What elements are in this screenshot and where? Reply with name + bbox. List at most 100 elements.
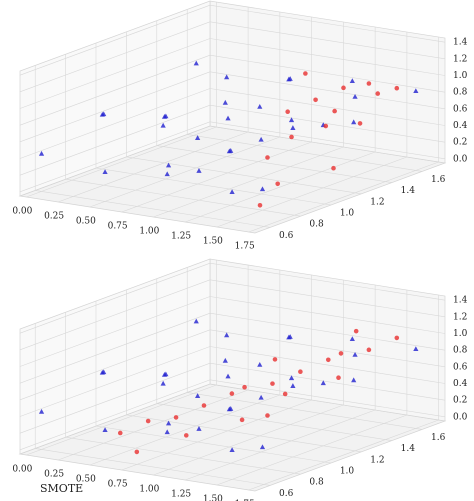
z-tick-label: 0.2 — [453, 396, 467, 406]
y-tick-label: 1.6 — [431, 433, 446, 443]
point — [195, 393, 201, 398]
grid-line — [153, 404, 344, 476]
grid-line — [209, 4, 446, 43]
point — [265, 413, 270, 418]
grid-line — [209, 121, 446, 160]
x-tick-label: 1.50 — [203, 495, 223, 501]
point — [257, 103, 263, 109]
grid-line — [209, 21, 446, 60]
grid-line — [89, 394, 280, 466]
y-tick-label: 1.0 — [340, 209, 355, 219]
point — [287, 334, 293, 339]
point — [290, 383, 296, 388]
grid-line — [121, 141, 312, 213]
x-tick-label: 1.25 — [171, 490, 191, 500]
point — [413, 346, 419, 352]
point — [160, 122, 166, 128]
point — [225, 373, 231, 379]
point — [259, 444, 266, 450]
point — [195, 135, 201, 140]
x-tick-label: 0.00 — [12, 207, 32, 217]
grid-line — [35, 448, 271, 486]
point — [394, 85, 400, 91]
point — [183, 433, 189, 438]
grid-line — [126, 156, 362, 195]
point — [228, 148, 234, 153]
point — [101, 111, 107, 117]
point — [145, 418, 151, 424]
point — [325, 357, 331, 363]
y-tick-label: 1.4 — [401, 186, 416, 196]
grid-line — [187, 134, 423, 172]
grid-line — [209, 104, 446, 143]
point — [257, 203, 263, 208]
grid-line — [209, 54, 446, 93]
x-tick-label: 1.25 — [171, 232, 191, 242]
point — [173, 415, 179, 420]
point — [102, 427, 108, 433]
grid-line — [156, 145, 392, 183]
x-tick-label: 0.50 — [76, 475, 96, 485]
point — [224, 332, 230, 338]
point — [163, 113, 169, 119]
point — [341, 85, 346, 91]
y-tick-label: 0.8 — [309, 220, 324, 230]
point — [257, 361, 263, 367]
grid-line — [209, 379, 446, 418]
point — [332, 108, 337, 114]
x-tick-label: 0.25 — [44, 212, 64, 222]
y-tick-label: 0.6 — [279, 489, 294, 499]
point — [134, 449, 140, 455]
point — [303, 71, 308, 76]
point — [259, 186, 266, 192]
point — [160, 380, 166, 386]
point — [282, 391, 288, 397]
grid-line — [209, 346, 446, 384]
point — [357, 121, 363, 126]
point — [375, 91, 381, 96]
grid-line — [209, 88, 446, 126]
point — [165, 420, 172, 426]
point — [288, 375, 295, 381]
y-tick-label: 0.6 — [279, 231, 294, 241]
grid-line — [19, 121, 211, 193]
grid-line — [58, 131, 249, 203]
point — [366, 347, 372, 353]
grid-line — [209, 312, 446, 351]
point — [394, 335, 400, 341]
annotation: SMOTE — [40, 482, 83, 495]
point — [193, 60, 199, 66]
grid-line — [216, 414, 407, 486]
z-tick-label: 1.0 — [453, 329, 468, 339]
grid-line — [187, 392, 423, 430]
point — [351, 119, 357, 125]
grid-line — [248, 161, 439, 233]
point — [228, 406, 234, 411]
x-tick-label: 1.00 — [139, 227, 159, 237]
y-tick-label: 1.6 — [431, 175, 446, 185]
point — [320, 380, 326, 386]
z-tick-label: 1.2 — [453, 312, 467, 322]
point — [101, 369, 107, 375]
z-tick-label: 1.2 — [453, 54, 467, 64]
z-tick-label: 0.4 — [453, 121, 468, 131]
point — [38, 150, 45, 156]
left-pane — [19, 0, 211, 197]
point — [196, 168, 202, 173]
grid-line — [121, 399, 312, 471]
point — [164, 171, 170, 177]
point — [265, 155, 270, 160]
panel: 0.00 0.25 0.50 0.75 1.00 1.25 1.50 1.75 0.6 0.8 1.… — [12, 258, 468, 501]
point — [193, 318, 199, 324]
grid-line — [209, 262, 446, 301]
point — [352, 93, 358, 99]
point — [270, 381, 275, 386]
grid-line — [153, 146, 344, 218]
grid-line — [19, 88, 211, 159]
grid-line — [19, 362, 211, 434]
point — [336, 375, 341, 381]
point — [366, 81, 372, 86]
x-tick-label: 0.00 — [12, 465, 32, 475]
point — [351, 377, 357, 383]
